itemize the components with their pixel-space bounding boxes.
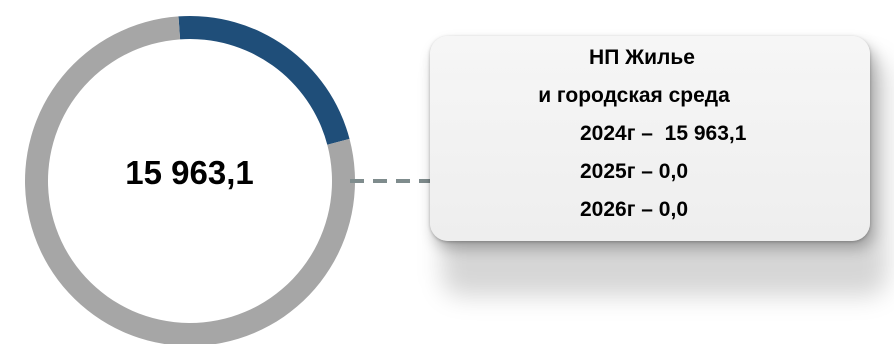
card-row-2024: 2024г – 15 963,1 bbox=[580, 122, 747, 145]
info-card: НП Жилье и городская среда 2024г – 15 96… bbox=[430, 36, 870, 241]
donut-slice-0 bbox=[178, 16, 350, 145]
donut-center-value: 15 963,1 bbox=[125, 154, 254, 191]
donut-segments bbox=[25, 16, 356, 344]
card-row-2025: 2025г – 0,0 bbox=[580, 160, 689, 183]
card-row-2026: 2026г – 0,0 bbox=[580, 198, 689, 221]
card-title-line2: и городская среда bbox=[538, 84, 730, 107]
card-title-line1: НП Жилье bbox=[589, 46, 695, 69]
